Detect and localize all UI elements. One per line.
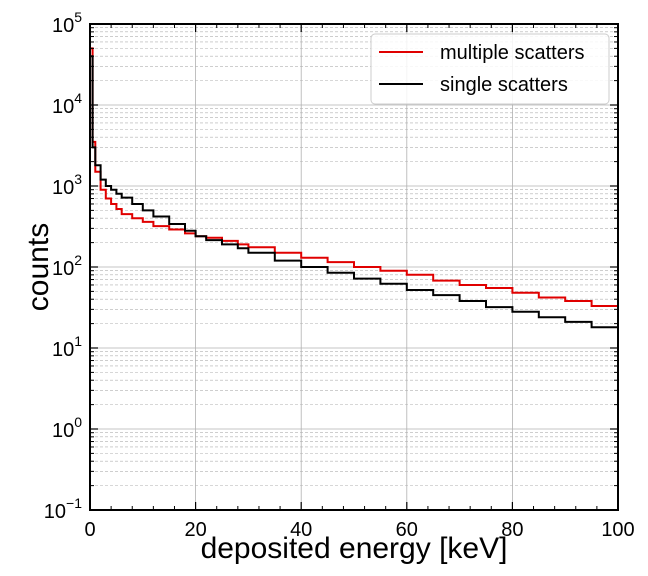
x-tick-label: 40 (290, 519, 312, 541)
legend-label-single-scatters: single scatters (440, 74, 568, 96)
series-layer (90, 47, 619, 330)
legend: multiple scatters single scatters (370, 33, 610, 105)
y-tick-label: 105 (52, 9, 82, 37)
y-tick-label: 102 (52, 252, 82, 280)
y-tick-label: 100 (52, 414, 82, 442)
series-line-single-scatters (90, 55, 619, 330)
x-axis-label: deposited energy [keV] (201, 532, 508, 565)
x-tick-label: 80 (501, 519, 523, 541)
series-line-multiple-scatters (90, 47, 619, 310)
ticks (89, 23, 619, 511)
y-axis-label: counts (22, 223, 55, 311)
y-tick-labels: 105 104 103 102 101 100 10−1 (44, 9, 82, 523)
x-tick-label: 20 (184, 519, 206, 541)
legend-box (370, 33, 610, 105)
y-tick-label: 103 (52, 171, 82, 199)
legend-label-multiple-scatters: multiple scatters (440, 42, 585, 64)
x-tick-label: 100 (601, 519, 634, 541)
x-tick-label: 0 (84, 519, 95, 541)
y-tick-label: 104 (52, 90, 82, 118)
x-tick-labels: 0 20 40 60 80 100 (84, 519, 634, 541)
y-tick-label: 10−1 (44, 495, 82, 523)
y-tick-label: 101 (52, 333, 82, 361)
x-tick-label: 60 (396, 519, 418, 541)
